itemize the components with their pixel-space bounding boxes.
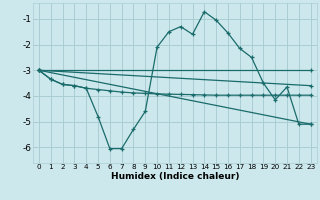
X-axis label: Humidex (Indice chaleur): Humidex (Indice chaleur) xyxy=(110,172,239,181)
